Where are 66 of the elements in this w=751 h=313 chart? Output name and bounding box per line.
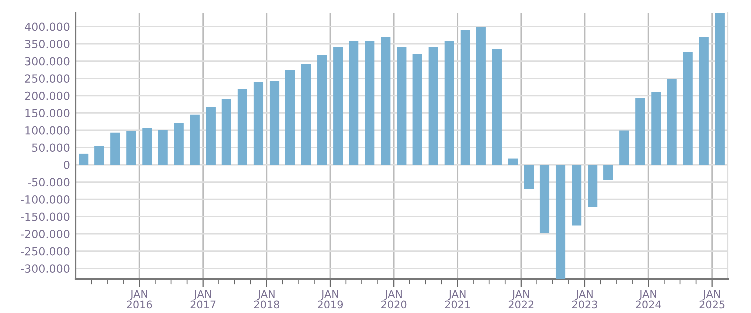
bar	[699, 37, 709, 165]
bar	[110, 132, 120, 165]
bar	[365, 40, 375, 165]
bar	[540, 165, 550, 234]
bar	[94, 146, 104, 165]
y-tick-label: 0	[64, 160, 70, 170]
bar	[126, 131, 136, 165]
y-tick-label: -50.000	[28, 178, 70, 187]
bar	[428, 47, 438, 165]
bar	[683, 52, 693, 165]
bar	[667, 78, 677, 165]
y-tick-label: -100.000	[21, 196, 70, 204]
bar	[715, 13, 725, 165]
x-tick-label: JAN 2025	[700, 290, 725, 309]
y-tick-label: -200.000	[21, 230, 70, 238]
bar	[508, 158, 518, 165]
bar	[444, 40, 454, 165]
x-tick-label: JAN 2020	[382, 290, 407, 309]
bar	[222, 99, 232, 165]
bar	[556, 165, 566, 279]
bar	[318, 55, 328, 165]
bar	[397, 47, 407, 165]
bar	[572, 165, 582, 226]
bar	[524, 165, 534, 190]
bar	[381, 37, 391, 165]
x-tick-label: JAN 2017	[190, 290, 216, 309]
x-tick-label: JAN 2024	[636, 290, 662, 309]
bar	[636, 98, 646, 165]
y-tick-label: -150.000	[21, 212, 70, 222]
bar	[158, 130, 168, 165]
y-tick-label: 400.000	[25, 22, 70, 32]
y-tick-label: -300.000	[21, 264, 70, 274]
bar	[476, 27, 486, 165]
x-tick-label: JAN 2018	[254, 290, 280, 309]
x-tick-label: JAN 2023	[572, 290, 598, 309]
y-tick-label: 300.000	[25, 57, 70, 66]
bar	[412, 54, 422, 165]
bar	[79, 154, 89, 165]
bar	[349, 40, 359, 165]
y-tick-label: 150.000	[26, 109, 70, 118]
x-tick-label: JAN 2022	[508, 290, 534, 309]
bar	[334, 47, 344, 165]
bar	[206, 106, 216, 165]
bar	[285, 70, 296, 165]
bar	[174, 123, 184, 165]
y-tick-label: 50.000	[32, 144, 70, 152]
x-tick-label: JAN 2019	[318, 290, 344, 309]
bar	[460, 30, 470, 165]
bar	[190, 114, 200, 165]
bar	[142, 128, 152, 165]
y-tick-label: 250.000	[25, 74, 70, 84]
bar	[238, 89, 248, 165]
bar	[588, 165, 598, 208]
bar	[492, 49, 502, 165]
bar	[620, 130, 630, 165]
bar	[652, 92, 662, 165]
y-tick-label: 350.000	[25, 40, 70, 48]
bar	[270, 81, 280, 165]
y-tick-label: 200.000	[25, 92, 70, 100]
x-tick-label: JAN 2021	[445, 290, 470, 309]
bar	[604, 165, 614, 180]
bar	[301, 64, 312, 165]
y-tick-label: -250.000	[21, 247, 70, 256]
y-tick-label: 100.000	[26, 126, 70, 135]
x-tick-label: JAN 2016	[127, 290, 152, 309]
bar	[254, 82, 264, 165]
